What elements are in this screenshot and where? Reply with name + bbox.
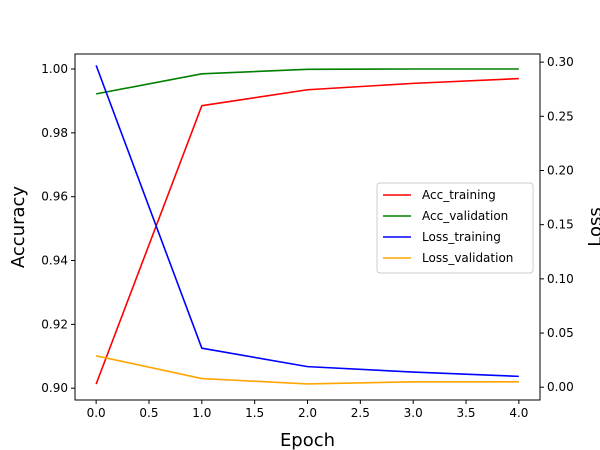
x-tick-label: 0.0 — [87, 406, 106, 420]
y-axis-right-ticks: 0.00 0.05 0.10 0.15 0.20 0.25 0.30 — [540, 55, 574, 394]
y-left-tick-label: 0.92 — [41, 317, 68, 331]
y-right-tick-label: 0.05 — [547, 326, 574, 340]
y-axis-left-ticks: 0.90 0.92 0.94 0.96 0.98 1.00 — [41, 62, 75, 395]
legend-box — [376, 182, 534, 274]
y-right-tick-label: 0.25 — [547, 109, 574, 123]
series-lines — [95, 65, 519, 385]
x-tick-label: 3.0 — [404, 406, 423, 420]
x-tick-label: 2.0 — [298, 406, 317, 420]
legend: Acc_training Acc_validation Loss_training L… — [376, 182, 534, 274]
x-tick-label: 0.5 — [139, 406, 158, 420]
y-right-tick-label: 0.00 — [547, 380, 574, 394]
y-left-tick-label: 1.00 — [41, 62, 68, 76]
y-left-tick-label: 0.96 — [41, 190, 68, 204]
legend-label-acc-validation: Acc_validation — [422, 209, 508, 223]
legend-label-loss-validation: Loss_validation — [422, 251, 513, 265]
y-left-tick-label: 0.98 — [41, 126, 68, 140]
series-line-acc-training — [95, 77, 519, 385]
series-line-loss-validation — [95, 355, 519, 385]
series-line-loss-training — [95, 65, 519, 378]
x-tick-label: 4.0 — [509, 406, 528, 420]
y-left-tick-label: 0.90 — [41, 381, 68, 395]
y-axis-right-label: Loss — [585, 207, 600, 246]
x-axis-label: Epoch — [280, 430, 335, 450]
x-tick-label: 3.5 — [456, 406, 475, 420]
x-tick-label: 1.0 — [192, 406, 211, 420]
y-right-tick-label: 0.30 — [547, 55, 574, 69]
x-tick-label: 2.5 — [351, 406, 370, 420]
legend-label-acc-training: Acc_training — [422, 188, 496, 202]
x-axis-ticks: 0.0 0.5 1.0 1.5 2.0 2.5 3.0 3.5 4.0 — [87, 400, 528, 420]
y-right-tick-label: 0.15 — [547, 218, 574, 232]
y-left-tick-label: 0.94 — [41, 254, 68, 268]
y-axis-left-label: Accuracy — [8, 186, 29, 269]
y-right-tick-label: 0.20 — [547, 163, 574, 177]
x-tick-label: 1.5 — [245, 406, 264, 420]
y-right-tick-label: 0.10 — [547, 272, 574, 286]
legend-label-loss-training: Loss_training — [422, 230, 501, 244]
series-line-acc-validation — [95, 68, 519, 95]
